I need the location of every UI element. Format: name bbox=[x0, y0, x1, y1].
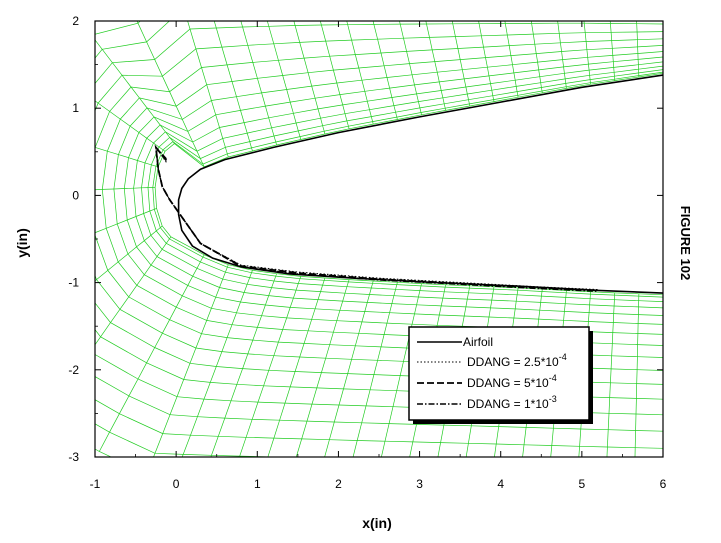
x-tick-label: -1 bbox=[90, 477, 101, 491]
mesh-radial bbox=[153, 264, 229, 457]
x-tick-label: 6 bbox=[660, 477, 667, 491]
x-tick-label: 3 bbox=[416, 477, 423, 491]
series-line-3 bbox=[154, 145, 599, 292]
mesh-radial bbox=[136, 21, 205, 167]
x-tick-label: 0 bbox=[173, 477, 180, 491]
mesh-radial bbox=[606, 292, 616, 457]
mesh-radial bbox=[399, 21, 422, 115]
mesh-radial bbox=[372, 21, 398, 120]
legend-exponent-1: -4 bbox=[559, 352, 567, 362]
mesh-radial bbox=[293, 21, 326, 135]
mesh-radial bbox=[95, 225, 163, 282]
mesh-radial bbox=[95, 236, 172, 346]
mesh-radial bbox=[95, 186, 156, 191]
mesh-radial bbox=[381, 283, 422, 457]
mesh-radial bbox=[478, 21, 495, 102]
legend-exponent-3: -3 bbox=[549, 394, 557, 404]
legend-label-1: DDANG = 2.5*10-4 bbox=[467, 352, 567, 369]
mesh-radial bbox=[187, 21, 229, 158]
tick-layer: -1 0 1 2 3 4 5 6 -3 -2 -1 0 1 2 bbox=[68, 14, 666, 491]
mesh-radial bbox=[557, 21, 567, 89]
x-tick-label: 1 bbox=[254, 477, 261, 491]
mesh-radial bbox=[634, 293, 640, 457]
series-layer bbox=[154, 74, 664, 294]
y-tick-label: 1 bbox=[72, 101, 79, 115]
y-tick-label: 0 bbox=[72, 188, 79, 202]
y-axis-title: y(in) bbox=[14, 228, 30, 258]
x-axis-title: x(in) bbox=[362, 515, 392, 531]
mesh-radial bbox=[609, 21, 616, 81]
mesh-radial bbox=[267, 277, 326, 457]
x-tick-label: 4 bbox=[497, 477, 504, 491]
mesh-line bbox=[95, 376, 663, 432]
mesh-line bbox=[95, 399, 663, 449]
mesh-radial bbox=[95, 39, 175, 144]
mesh-radial bbox=[240, 21, 277, 146]
legend: Airfoil DDANG = 2.5*10-4 DDANG = 5*10-4 DDA… bbox=[408, 326, 593, 424]
mesh-radial bbox=[295, 279, 350, 457]
mesh-radial bbox=[504, 21, 519, 98]
mesh-radial bbox=[210, 273, 277, 457]
figure-label: FIGURE 102 bbox=[678, 206, 693, 280]
mesh-radial bbox=[181, 270, 253, 457]
mesh-radial bbox=[346, 21, 374, 125]
series-line-2 bbox=[154, 144, 599, 292]
mesh-radial bbox=[239, 276, 302, 457]
mesh-radial bbox=[98, 254, 205, 452]
mesh-radial bbox=[636, 21, 640, 78]
legend-label-3: DDANG = 1*10-3 bbox=[467, 394, 557, 411]
x-tick-label: 2 bbox=[335, 477, 342, 491]
mesh-radial bbox=[451, 21, 471, 107]
y-tick-label: -2 bbox=[68, 363, 79, 377]
mesh-radial bbox=[266, 21, 302, 140]
y-tick-label: -3 bbox=[68, 450, 79, 464]
mesh-radial bbox=[95, 100, 166, 152]
mesh-radial bbox=[352, 282, 398, 457]
mesh-radial bbox=[530, 21, 543, 93]
mesh-radial bbox=[425, 21, 447, 111]
mesh-radial bbox=[95, 208, 157, 234]
mesh-radial bbox=[213, 21, 253, 152]
x-tick-label: 5 bbox=[579, 477, 586, 491]
legend-label-0: Airfoil bbox=[463, 335, 493, 349]
y-tick-label: -1 bbox=[68, 276, 79, 290]
mesh-radial bbox=[319, 21, 350, 129]
mesh-radial bbox=[324, 280, 374, 457]
mesh-radial bbox=[583, 21, 591, 85]
legend-label-2: DDANG = 5*10-4 bbox=[467, 373, 557, 390]
legend-exponent-2: -4 bbox=[549, 373, 557, 383]
airfoil-interior bbox=[178, 75, 721, 294]
y-tick-label: 2 bbox=[72, 14, 79, 28]
